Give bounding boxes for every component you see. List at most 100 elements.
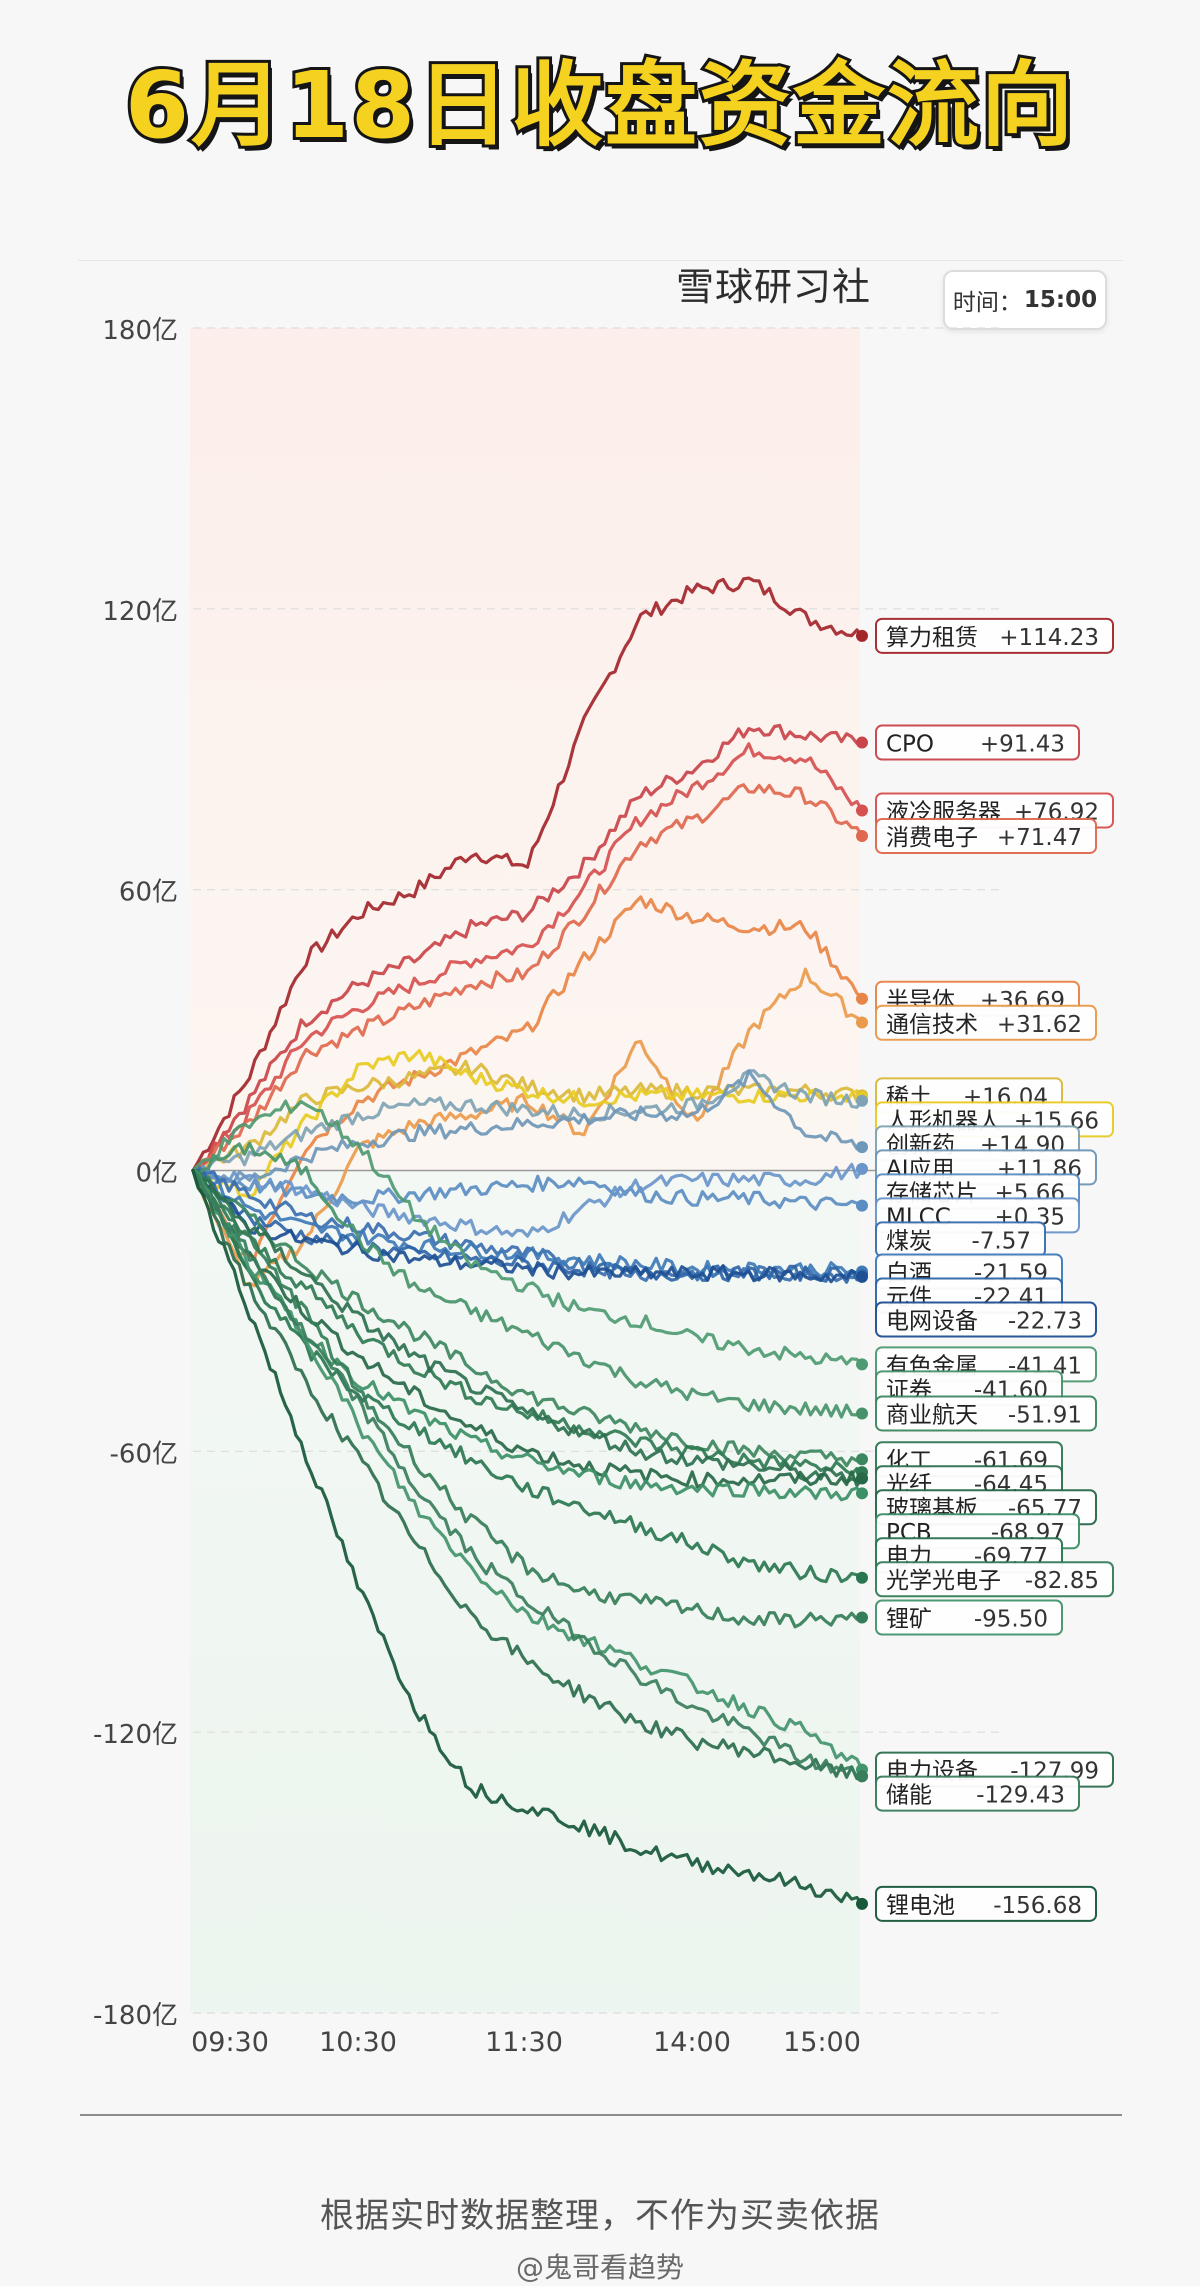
- series-label: 算力租赁 +114.23: [875, 617, 1114, 654]
- series-label-value: +31.62: [997, 1012, 1082, 1038]
- series-line: [191, 1168, 864, 1906]
- series-label-name: 通信技术: [886, 1012, 978, 1038]
- series-label-value: +91.43: [980, 732, 1065, 758]
- series-label-name: 算力租赁: [886, 625, 978, 651]
- series-end-dot: [856, 1611, 868, 1624]
- series-end-dot: [856, 992, 868, 1005]
- watermark-text: @鬼哥看趋势: [515, 2251, 684, 2284]
- x-tick-label: 10:30: [319, 2027, 397, 2058]
- disclaimer-text: 根据实时数据整理，不作为买卖依据: [320, 2196, 880, 2236]
- series-label-name: 储能: [886, 1783, 932, 1809]
- x-tick-label: 15:00: [783, 2027, 861, 2058]
- series-end-dot: [856, 1487, 868, 1500]
- series-label-value: +114.23: [999, 625, 1099, 651]
- series-label-name: 煤炭: [886, 1228, 932, 1254]
- series-line: [191, 1168, 864, 1781]
- series-end-dot: [856, 1094, 868, 1107]
- series-end-dot: [856, 1472, 868, 1485]
- x-tick-label: 11:30: [485, 2027, 563, 2058]
- brand-label: 雪球研习社: [676, 265, 872, 309]
- series-label-box: [875, 1561, 1114, 1598]
- series-end-dot: [856, 1270, 868, 1283]
- series-line: [191, 1168, 864, 1629]
- series-end-dot: [856, 1016, 868, 1029]
- series-label-value: -22.73: [1008, 1309, 1082, 1335]
- series-line: [191, 1069, 864, 1184]
- series-label-name: 商业航天: [886, 1402, 978, 1428]
- series-line: [191, 1168, 864, 1476]
- time-value: 15:00: [1023, 287, 1098, 313]
- y-tick-label: -120亿: [93, 1720, 178, 1750]
- series-line: [191, 1168, 864, 1211]
- series-label-value: -51.91: [1008, 1402, 1082, 1428]
- series-end-dot: [856, 804, 868, 817]
- series-line: [191, 1099, 864, 1366]
- series-label-value: +71.47: [997, 825, 1082, 851]
- series-label: 通信技术 +31.62: [875, 1004, 1097, 1041]
- series-end-dot: [856, 1770, 868, 1783]
- series-label-box: [875, 1775, 1080, 1812]
- series-line: [191, 1168, 864, 1780]
- series-line: [191, 1168, 864, 1484]
- x-axis: 09:30 10:30 11:30 14:00 15:00: [191, 2027, 861, 2058]
- y-tick-label: 60亿: [119, 878, 178, 908]
- y-tick-label: -180亿: [93, 2001, 178, 2031]
- x-tick-label: 09:30: [191, 2027, 269, 2058]
- series-line: [191, 1168, 864, 1284]
- series-label-name: 锂电池: [886, 1893, 955, 1919]
- series-end-dots: [856, 629, 868, 1910]
- series-end-dot: [856, 1571, 868, 1584]
- series-label-value: -82.85: [1025, 1568, 1099, 1594]
- series-label-box: [875, 1599, 1063, 1636]
- y-tick-label: -60亿: [110, 1439, 178, 1469]
- series-label-value: -7.57: [971, 1228, 1031, 1254]
- y-tick-label: 120亿: [102, 597, 178, 627]
- x-tick-label: 14:00: [653, 2027, 731, 2058]
- series-label-name: 光学光电子: [886, 1568, 1001, 1594]
- series-label-box: [875, 724, 1080, 761]
- page-title: 6月18日收盘资金流向: [122, 52, 1076, 159]
- series-end-dot: [856, 829, 868, 842]
- top-divider: [78, 260, 1123, 261]
- series-lines: [191, 576, 864, 1906]
- series-label: 光学光电子 -82.85: [875, 1561, 1114, 1598]
- series-label-box: [875, 617, 1114, 654]
- series-end-dot: [856, 629, 868, 642]
- time-badge: 时间： 15:00: [943, 270, 1107, 330]
- series-line: [191, 742, 864, 1174]
- series-label: CPO +91.43: [875, 724, 1080, 761]
- series-line: [191, 1168, 864, 1468]
- series-label-box: [875, 1395, 1097, 1432]
- series-label-box: [875, 1301, 1097, 1338]
- series-label-name: 电网设备: [886, 1309, 978, 1335]
- series-label-name: 锂矿: [886, 1606, 932, 1632]
- series-label: 锂矿 -95.50: [875, 1599, 1063, 1636]
- series-label: 消费电子 +71.47: [875, 817, 1097, 854]
- series-label: 商业航天 -51.91: [875, 1395, 1097, 1432]
- series-line: [191, 1048, 864, 1199]
- series-label-box: [875, 1004, 1097, 1041]
- series-line: [191, 1141, 864, 1419]
- time-label: 时间：: [952, 290, 1022, 316]
- series-end-dot: [856, 736, 868, 749]
- series-line: [191, 1059, 864, 1174]
- series-end-dot: [856, 1162, 868, 1175]
- series-label-value: -95.50: [974, 1606, 1048, 1632]
- series-label: 锂电池 -156.68: [875, 1885, 1097, 1922]
- series-line: [191, 723, 864, 1173]
- y-axis: 180亿 120亿 60亿 0亿 -60亿 -120亿 -180亿: [93, 316, 178, 2031]
- series-label: 储能 -129.43: [875, 1775, 1080, 1812]
- series-label-name: CPO: [886, 732, 934, 758]
- series-end-dot: [856, 1453, 868, 1466]
- series-label-value: -156.68: [993, 1893, 1082, 1919]
- series-end-dot: [856, 1407, 868, 1420]
- series-end-dot: [856, 1358, 868, 1371]
- y-tick-label: 180亿: [102, 316, 178, 346]
- series-label-box: [875, 817, 1097, 854]
- series-line: [191, 1162, 864, 1238]
- series-line: [191, 576, 864, 1173]
- series-label-box: [875, 1885, 1097, 1922]
- series-label: 电网设备 -22.73: [875, 1301, 1097, 1338]
